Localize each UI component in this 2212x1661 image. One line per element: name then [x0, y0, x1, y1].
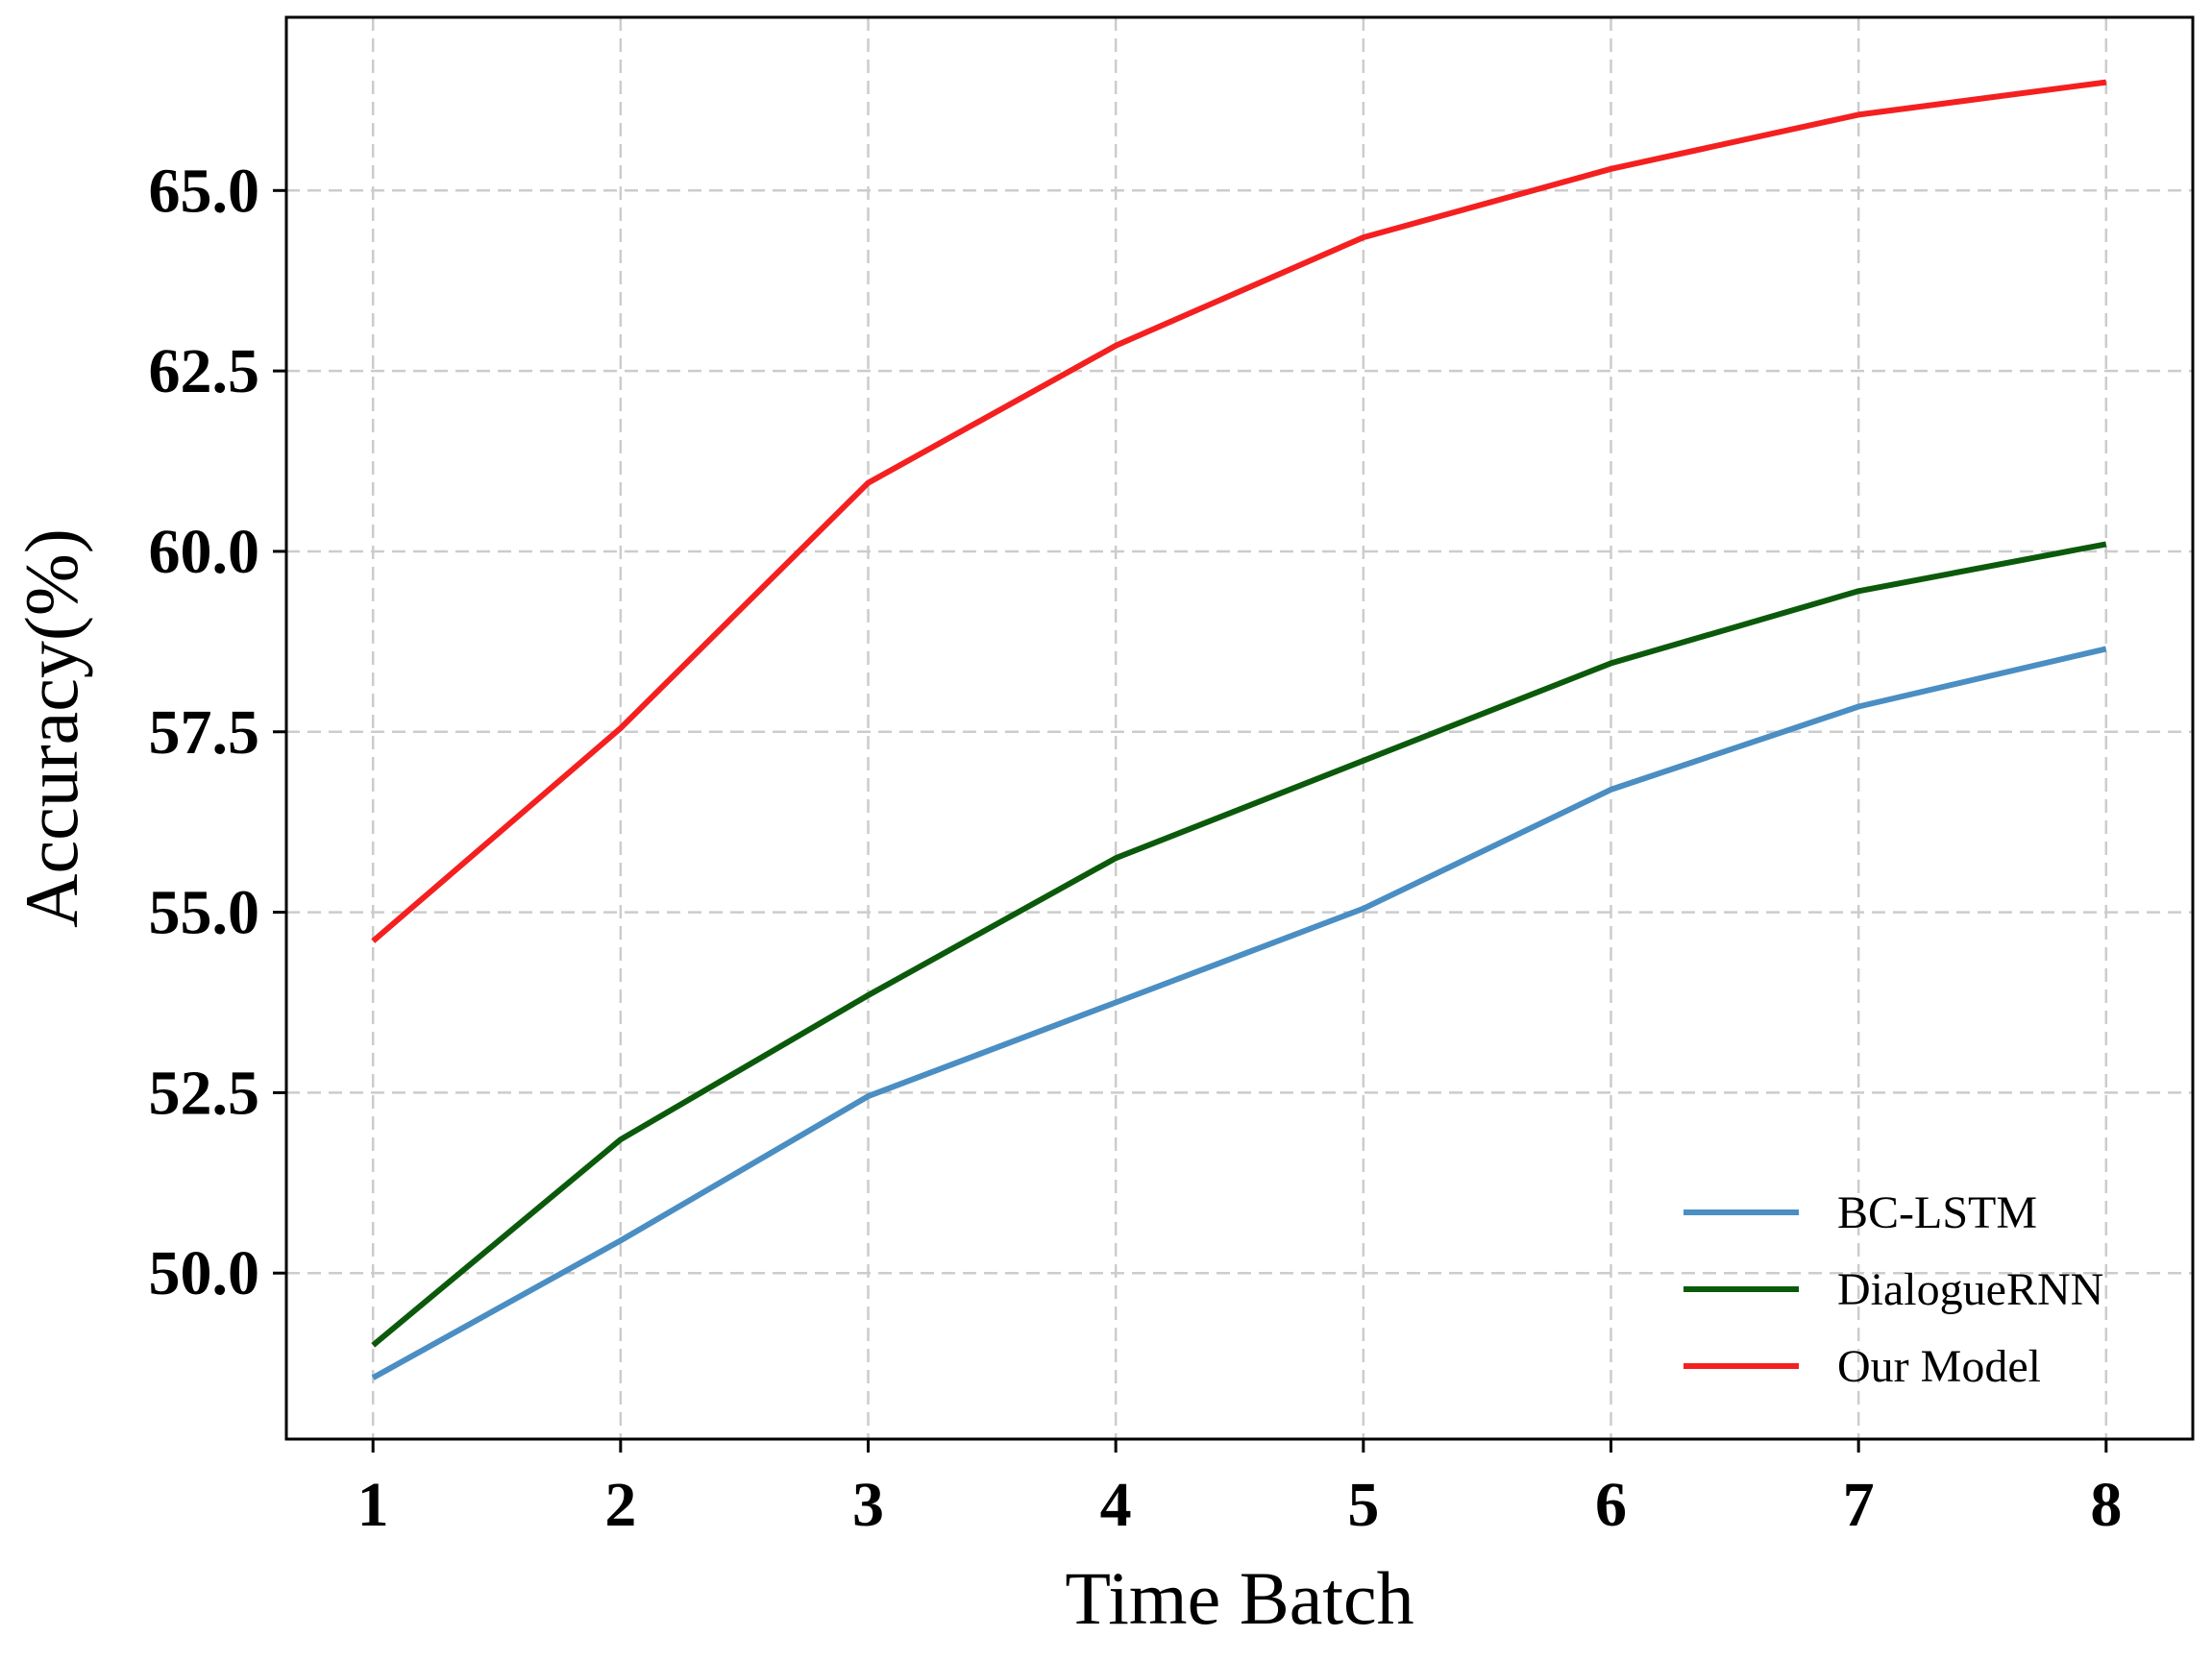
legend-label-our-model: Our Model [1837, 1341, 2041, 1392]
y-axis-ticks: 50.0 52.5 55.0 57.5 60.0 62.5 65.0 [149, 156, 286, 1308]
y-tick-label: 62.5 [149, 336, 260, 406]
x-tick-label: 8 [2090, 1470, 2122, 1540]
y-tick-label: 65.0 [149, 156, 260, 226]
x-tick-label: 4 [1100, 1470, 1132, 1540]
series-lines [371, 79, 2107, 1380]
y-tick-label: 52.5 [149, 1058, 260, 1128]
x-tick-label: 6 [1595, 1470, 1627, 1540]
grid [286, 17, 2193, 1439]
x-tick-label: 2 [604, 1470, 636, 1540]
y-axis-title: Accuracy(%) [10, 528, 93, 928]
y-tick-label: 60.0 [149, 517, 260, 587]
legend: BC-LSTM DialogueRNN Our Model [1684, 1187, 2103, 1392]
x-axis-ticks: 1 2 3 4 5 6 7 8 [357, 1439, 2122, 1540]
x-tick-label: 7 [1843, 1470, 1875, 1540]
series-line-our-model [371, 79, 2107, 943]
y-tick-label: 55.0 [149, 878, 260, 948]
x-tick-label: 3 [852, 1470, 884, 1540]
series-line-bc-lstm [371, 646, 2107, 1380]
y-tick-label: 50.0 [149, 1238, 260, 1308]
x-axis-title: Time Batch [1065, 1556, 1413, 1640]
legend-label-dialoguernn: DialogueRNN [1837, 1264, 2103, 1315]
legend-label-bc-lstm: BC-LSTM [1837, 1187, 2037, 1238]
y-tick-label: 57.5 [149, 697, 260, 768]
series-line-dialoguernn [371, 541, 2107, 1348]
x-tick-label: 5 [1347, 1470, 1379, 1540]
x-tick-label: 1 [357, 1470, 389, 1540]
plot-frame [284, 15, 2195, 1441]
